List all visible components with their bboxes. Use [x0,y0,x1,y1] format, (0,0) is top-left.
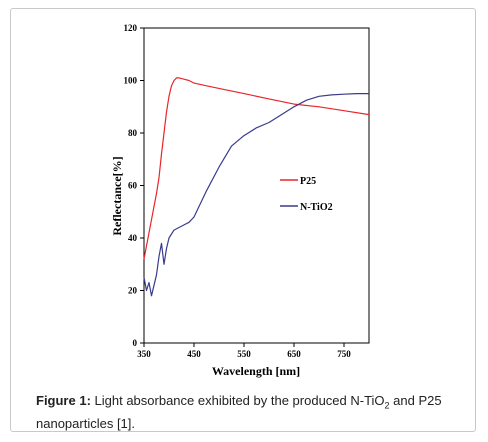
x-tick-label-3: 650 [287,349,301,359]
y-tick-label-3: 60 [128,181,138,191]
y-tick-label-2: 40 [128,233,138,243]
plot-frame [143,27,370,344]
series-lines [143,77,370,297]
series-line-p25 [143,77,370,260]
y-tick-label-4: 80 [128,128,138,138]
y-tick-label-5: 100 [124,76,138,86]
caption-subscript: 2 [384,400,390,411]
caption-text-end: and P25 nanoparticles [1]. [36,393,442,431]
legend: P25 N-TiO2 [280,176,333,213]
legend-label-0: P25 [300,176,316,187]
tick-labels: 350 450 550 650 750 0 20 40 60 80 100 120 [124,23,352,359]
legend-label-1: N-TiO2 [300,202,333,213]
figure-frame [10,8,476,432]
y-axis-label: Reflectance[%] [110,156,124,235]
y-tick-label-6: 120 [124,23,138,33]
x-tick-label-2: 550 [237,349,251,359]
caption-text: Light absorbance exhibited by the produc… [90,393,385,408]
reflectance-chart: 350 450 550 650 750 0 20 40 60 80 100 120 P25 N-TiO2… [110,23,370,378]
y-tick-label-1: 20 [128,286,138,296]
x-axis-label: Wavelength [nm] [212,364,300,378]
x-tick-label-0: 350 [137,349,151,359]
x-tick-label-4: 750 [337,349,351,359]
figure-caption: Figure 1: Light absorbance exhibited by … [36,392,456,433]
caption-label: Figure 1: [36,393,91,408]
chart-axes [143,27,370,344]
series-line-n-tio2 [143,93,369,297]
tick-marks [140,27,345,347]
y-tick-label-0: 0 [133,338,138,348]
x-tick-label-1: 450 [187,349,201,359]
